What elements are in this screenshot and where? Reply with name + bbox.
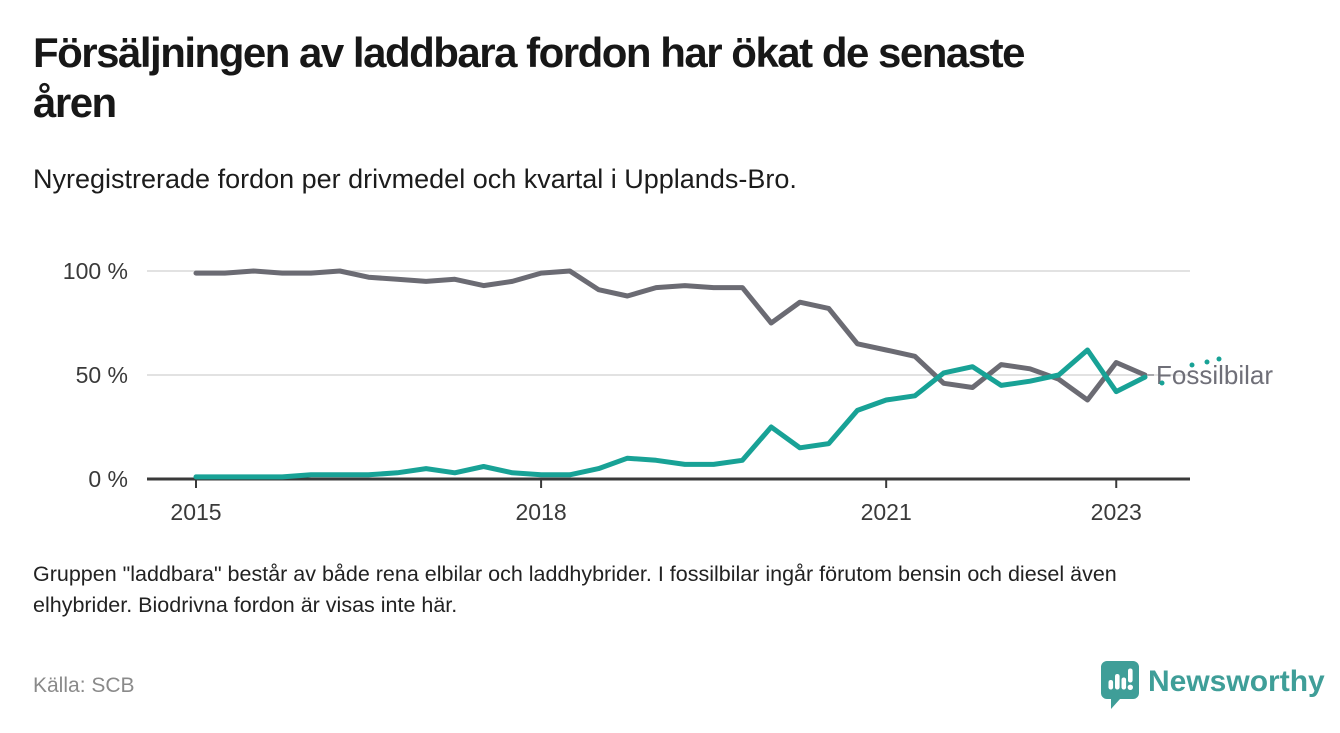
source-label: Källa: SCB — [33, 674, 135, 697]
chart-footnote: Gruppen "laddbara" består av både rena e… — [33, 559, 1303, 620]
x-tick-label: 2023 — [1091, 499, 1142, 525]
newsworthy-brand: Newsworthy — [1100, 660, 1325, 712]
laddbara-label-remnant-dot — [1189, 362, 1195, 368]
x-tick-label: 2018 — [516, 499, 567, 525]
y-tick-label: 50 % — [76, 362, 128, 388]
bar-chart-bubble-icon — [1101, 661, 1139, 709]
y-tick-label: 0 % — [88, 466, 128, 492]
series-line-laddbara — [193, 347, 1148, 480]
x-tick-label: 2015 — [170, 499, 221, 525]
page-title-line-1: Försäljningen av laddbara fordon har öka… — [33, 29, 1025, 76]
y-tick-label: 100 % — [63, 258, 128, 284]
line-chart: 100 % 50 % 0 % 2015 2018 2021 2023 Fossilbilar — [63, 258, 1274, 525]
laddbara-label-remnant-dot — [1216, 356, 1222, 362]
page-title: Försäljningen av laddbara fordon har öka… — [33, 28, 1263, 128]
laddbara-label-remnant-dot — [1159, 380, 1165, 386]
page-title-line-2: åren — [33, 79, 117, 126]
series-end-label-fossilbilar: Fossilbilar — [1156, 360, 1273, 390]
newsworthy-wordmark: Newsworthy — [1148, 665, 1325, 698]
series-line-fossilbilar — [193, 268, 1148, 403]
laddbara-label-remnant-dot — [1204, 359, 1210, 365]
chart-footnote-line-2: elhybrider. Biodrivna fordon är visas in… — [33, 592, 458, 617]
page-subtitle: Nyregistrerade fordon per drivmedel och … — [33, 164, 797, 194]
chart-footnote-line-1: Gruppen "laddbara" består av både rena e… — [33, 562, 1117, 586]
x-tick-label: 2021 — [861, 499, 912, 525]
